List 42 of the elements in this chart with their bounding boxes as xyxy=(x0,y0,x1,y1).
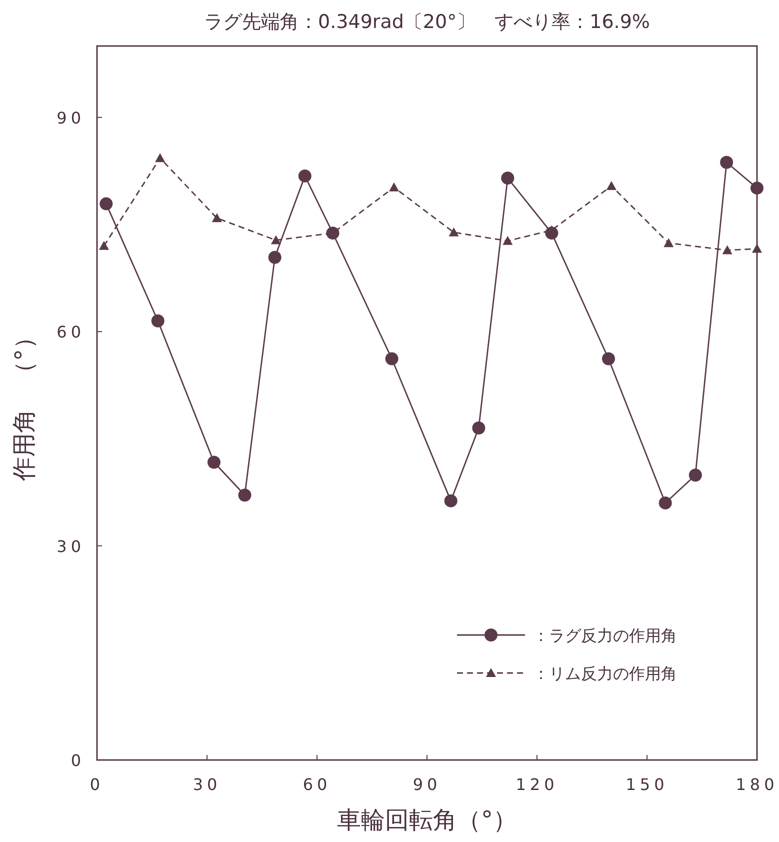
y-axis-title: 作用角 （°） xyxy=(10,325,38,482)
x-tick-label: 150 xyxy=(626,775,668,794)
point xyxy=(155,153,166,162)
point xyxy=(722,245,732,254)
x-tick-label: 30 xyxy=(192,775,222,794)
x-tick-label: 0 xyxy=(90,775,104,794)
point xyxy=(389,182,399,192)
point xyxy=(207,456,220,469)
x-tick-label: 180 xyxy=(736,775,778,794)
point xyxy=(212,213,222,222)
x-axis-title: 車輪回転角（°） xyxy=(337,806,517,834)
point xyxy=(100,197,113,210)
point xyxy=(298,169,312,182)
point xyxy=(448,227,459,236)
point xyxy=(658,496,672,510)
point xyxy=(444,494,458,508)
x-tick-label: 90 xyxy=(412,775,442,794)
point xyxy=(750,182,764,195)
y-tick-label: 60 xyxy=(56,322,85,342)
point xyxy=(98,240,109,250)
point xyxy=(385,352,398,366)
point xyxy=(270,235,281,244)
point xyxy=(501,172,514,185)
legend-label: ：ラグ反力の作用角 xyxy=(533,626,677,645)
legend-label: ：リム反力の作用角 xyxy=(533,664,677,683)
y-tick-label: 90 xyxy=(56,108,85,128)
point xyxy=(472,421,486,434)
point xyxy=(720,156,734,169)
y-tick-label: 30 xyxy=(56,536,85,556)
point xyxy=(238,488,252,502)
point xyxy=(502,236,513,245)
point xyxy=(602,352,615,366)
point xyxy=(664,238,674,248)
point xyxy=(151,314,164,328)
point xyxy=(268,250,282,264)
chart-title: ラグ先端角：0.349rad〔20°〕 すべり率：16.9% xyxy=(204,11,650,33)
x-tick-label: 120 xyxy=(516,775,558,794)
y-tick-label: 0 xyxy=(70,751,85,770)
point xyxy=(688,468,702,482)
point xyxy=(606,180,616,190)
point xyxy=(752,244,762,253)
x-tick-label: 60 xyxy=(302,775,332,794)
